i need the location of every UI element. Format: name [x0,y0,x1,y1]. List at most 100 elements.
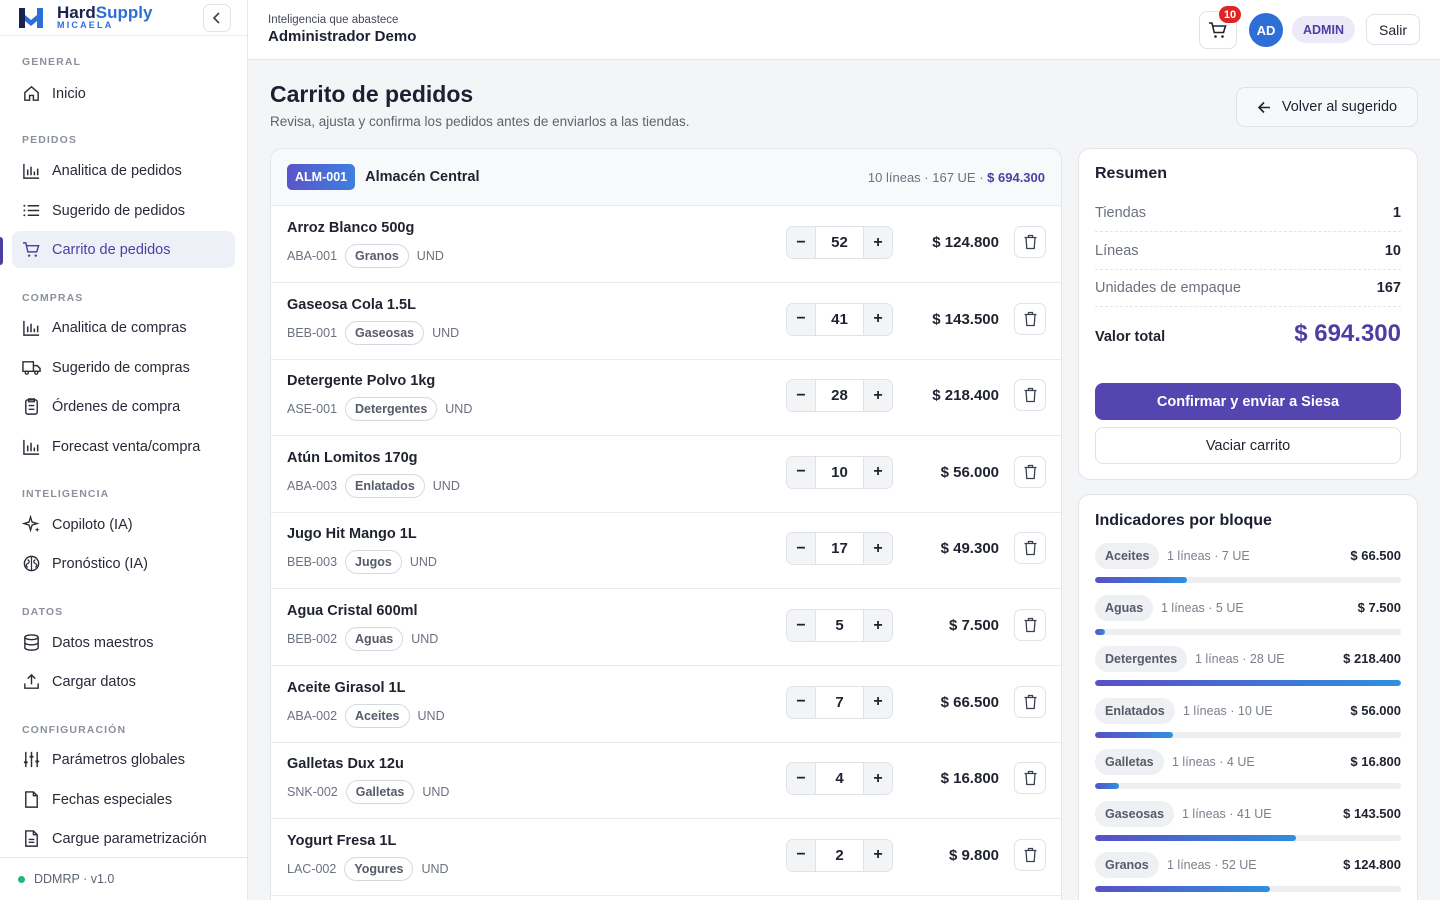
decrement-button[interactable]: − [787,763,816,795]
nav-item-ordenes[interactable]: Órdenes de compra [12,388,235,425]
product-info: BEB-003 Jugos UND [287,550,437,575]
decrement-button[interactable]: − [787,686,816,718]
increment-button[interactable]: + [863,686,892,718]
indicator-category-chip: Aceites [1095,543,1160,569]
nav-section-configuracion: CONFIGURACIÓN [22,724,127,736]
nav-item-copiloto[interactable]: Copiloto (IA) [12,506,235,543]
store-name: Almacén Central [365,169,480,185]
increment-button[interactable]: + [863,763,892,795]
nav-item-inicio[interactable]: Inicio [12,75,235,112]
decrement-button[interactable]: − [787,380,816,412]
delete-line-button[interactable] [1014,302,1046,335]
product-unit: UND [409,555,437,570]
decrement-button[interactable]: − [787,839,816,871]
quantity-input[interactable]: 41 [831,310,848,328]
increment-button[interactable]: + [863,533,892,565]
back-to-suggested-button[interactable]: Volver al sugerido [1236,87,1418,127]
brand-name: HardSupply [57,3,153,22]
brand-subtitle: MICAELA [57,20,114,30]
category-chip: Enlatados [345,473,425,498]
list-icon [23,204,40,217]
nav-item-cargar-datos[interactable]: Cargar datos [12,663,235,700]
increment-button[interactable]: + [863,610,892,641]
quantity-stepper: −17 + [786,532,893,566]
increment-button[interactable]: + [863,303,892,335]
nav-item-parametros[interactable]: Parámetros globales [12,741,235,778]
nav-item-analitica-compras[interactable]: Analitica de compras [12,309,235,346]
nav-item-sugerido-pedidos[interactable]: Sugerido de pedidos [12,192,235,229]
delete-line-button[interactable] [1014,226,1046,258]
nav-item-cargue[interactable]: Cargue parametrización [12,820,235,857]
database-icon [24,634,39,651]
decrement-button[interactable]: − [787,456,816,488]
product-sku: ASE-001 [287,402,338,417]
quantity-input[interactable]: 4 [835,770,844,788]
decrement-button[interactable]: − [787,533,816,565]
delete-line-button[interactable] [1014,762,1046,795]
topbar: Inteligencia que abastece Administrador … [248,0,1440,60]
product-info: SNK-002 Galletas UND [287,780,449,805]
quantity-input[interactable]: 7 [835,693,844,711]
decrement-button[interactable]: − [787,303,816,335]
empty-cart-button[interactable]: Vaciar carrito [1095,427,1401,464]
role-badge: ADMIN [1292,16,1355,43]
delete-line-button[interactable] [1014,379,1046,412]
file-text-icon [25,830,38,847]
increment-button[interactable]: + [863,839,892,871]
decrement-button[interactable]: − [787,610,816,641]
delete-line-button[interactable] [1014,838,1046,871]
quantity-stepper: −52 + [786,226,893,259]
nav-item-forecast[interactable]: Forecast venta/compra [12,428,235,465]
nav-item-pronostico[interactable]: Pronóstico (IA) [12,545,235,582]
summary-row-lineas: Líneas 10 [1095,233,1401,270]
nav-item-fechas[interactable]: Fechas especiales [12,781,235,818]
file-icon [25,791,38,808]
confirm-send-button[interactable]: Confirmar y enviar a Siesa [1095,383,1401,420]
quantity-input[interactable]: 17 [831,540,848,558]
delete-line-button[interactable] [1014,532,1046,565]
decrement-button[interactable]: − [787,227,816,258]
nav-label: Inicio [52,85,86,102]
collapse-sidebar-button[interactable] [203,4,231,32]
product-unit: UND [417,708,445,723]
nav-item-analitica-pedidos[interactable]: Analitica de pedidos [12,152,235,189]
indicator-bar-fill [1095,628,1106,635]
logout-button[interactable]: Salir [1366,14,1420,45]
sidebar: HardSupply MICAELA GENERAL Inicio PEDIDO… [0,0,248,900]
sliders-icon [23,751,40,768]
category-chip: Detergentes [345,397,438,422]
nav-label: Analitica de pedidos [52,162,182,179]
logo-icon [19,7,43,28]
indicator-category-chip: Enlatados [1095,697,1175,724]
quantity-input[interactable]: 5 [835,617,844,634]
nav-label: Carrito de pedidos [52,241,171,258]
nav-item-carrito[interactable]: Carrito de pedidos [12,231,235,268]
order-line-row: Atún Lomitos 170g ABA-003 Enlatados UND −10 +… [271,436,1061,513]
line-total: $ 16.800 [940,770,999,788]
cart-icon [1209,22,1227,38]
quantity-stepper: −41 + [786,302,893,336]
increment-button[interactable]: + [863,456,892,488]
indicator-category-chip: Galletas [1095,749,1164,775]
nav-item-sugerido-compras[interactable]: Sugerido de compras [12,349,235,386]
quantity-input[interactable]: 2 [835,846,844,864]
delete-line-button[interactable] [1014,455,1046,488]
bar-chart-icon [23,163,40,179]
avatar[interactable]: AD [1249,13,1283,47]
product-name: Agua Cristal 600ml [287,603,418,619]
delete-line-button[interactable] [1014,685,1046,718]
quantity-input[interactable]: 28 [831,387,848,405]
nav-item-datos-maestros[interactable]: Datos maestros [12,624,235,661]
trash-icon [1024,234,1036,250]
delete-line-button[interactable] [1014,609,1046,641]
quantity-input[interactable]: 10 [831,463,848,481]
increment-button[interactable]: + [863,380,892,412]
line-total: $ 124.800 [932,234,999,251]
product-name: Detergente Polvo 1kg [287,373,436,390]
bar-chart-icon [23,439,40,455]
trash-icon [1024,617,1036,633]
nav-section-compras: COMPRAS [22,292,84,304]
nav-label: Sugerido de compras [52,359,190,376]
increment-button[interactable]: + [863,227,892,258]
quantity-input[interactable]: 52 [831,234,848,251]
